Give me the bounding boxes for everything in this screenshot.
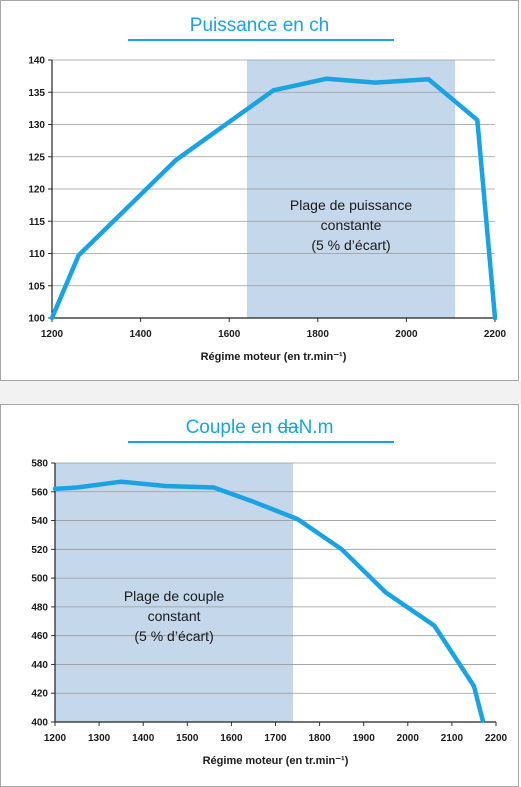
x-tick-label: 2000	[397, 733, 420, 744]
x-tick-label: 2100	[441, 733, 464, 744]
y-tick-label: 130	[28, 120, 45, 131]
y-tick-label: 110	[29, 249, 46, 260]
title-underline	[128, 39, 394, 41]
constant-range-band	[55, 463, 294, 722]
x-tick-label: 1400	[132, 733, 155, 744]
band-annotation-line: (5 % d’écart)	[134, 628, 213, 644]
x-tick-label: 1600	[218, 329, 241, 340]
band-annotation-line: constant	[148, 608, 201, 624]
series-line	[49, 76, 498, 321]
title-underline	[128, 441, 394, 443]
band-annotation-line: Plage de couple	[124, 588, 225, 604]
series-line	[52, 479, 486, 723]
y-tick-label: 440	[31, 660, 48, 671]
y-tick-label: 115	[29, 217, 46, 228]
torque-chart-svg: 400 420 440 460 480 500 520 540 560 580 1200 1300 14…	[31, 459, 508, 768]
x-tick-label: 1800	[308, 733, 331, 744]
y-tick-label: 105	[28, 281, 45, 292]
y-tick-label: 140	[28, 56, 45, 67]
x-tick-label: 1700	[264, 733, 287, 744]
band-annotation-line: (5 % d’écart)	[311, 237, 390, 253]
x-tick-label: 1900	[353, 733, 376, 744]
x-tick-label: 1300	[88, 733, 111, 744]
power-chart-panel: Puissance en ch 100 105 110 115 120 125 130 135…	[0, 0, 519, 381]
x-tick-label: 1500	[176, 733, 199, 744]
y-tick-label: 480	[31, 602, 48, 613]
y-tick-label: 400	[31, 718, 48, 729]
x-tick-label: 2000	[395, 329, 418, 340]
chart-title: Puissance en ch	[189, 15, 330, 36]
title-suffix: N.m	[298, 417, 334, 438]
x-axis-label: Régime moteur (en tr.min⁻¹)	[203, 755, 349, 767]
x-tick-label: 2200	[484, 329, 507, 340]
band-annotation-line: constante	[321, 217, 382, 233]
title-prefix: Couple en	[185, 417, 278, 438]
y-tick-label: 540	[31, 516, 48, 527]
title-struck-text: da	[277, 417, 299, 438]
panel-separator	[0, 381, 521, 404]
x-tick-label: 1200	[44, 733, 67, 744]
y-tick-label: 120	[28, 185, 45, 196]
x-tick-label: 1200	[41, 329, 64, 340]
x-tick-label: 1600	[220, 733, 243, 744]
x-tick-label: 1400	[129, 329, 152, 340]
y-tick-label: 560	[31, 487, 48, 498]
y-tick-label: 460	[31, 631, 48, 642]
power-chart-svg: 100 105 110 115 120 125 130 135 140 1200 1400 1600 1…	[28, 56, 507, 364]
band-annotation-line: Plage de puissance	[290, 197, 412, 213]
chart-title: Couple en daN.m	[1, 417, 518, 439]
x-axis-label: Régime moteur (en tr.min⁻¹)	[201, 351, 347, 363]
y-tick-label: 420	[31, 689, 48, 700]
y-tick-label: 500	[31, 574, 48, 585]
y-tick-label: 125	[28, 152, 45, 163]
y-tick-label: 100	[28, 314, 45, 325]
x-tick-label: 2200	[485, 733, 508, 744]
torque-chart-panel: Couple en daN.m 400 420 440 460 480 500 520 540…	[0, 404, 519, 787]
y-tick-label: 580	[31, 459, 48, 470]
x-tick-label: 1800	[307, 329, 330, 340]
y-tick-label: 520	[31, 545, 48, 556]
y-tick-label: 135	[28, 88, 45, 99]
